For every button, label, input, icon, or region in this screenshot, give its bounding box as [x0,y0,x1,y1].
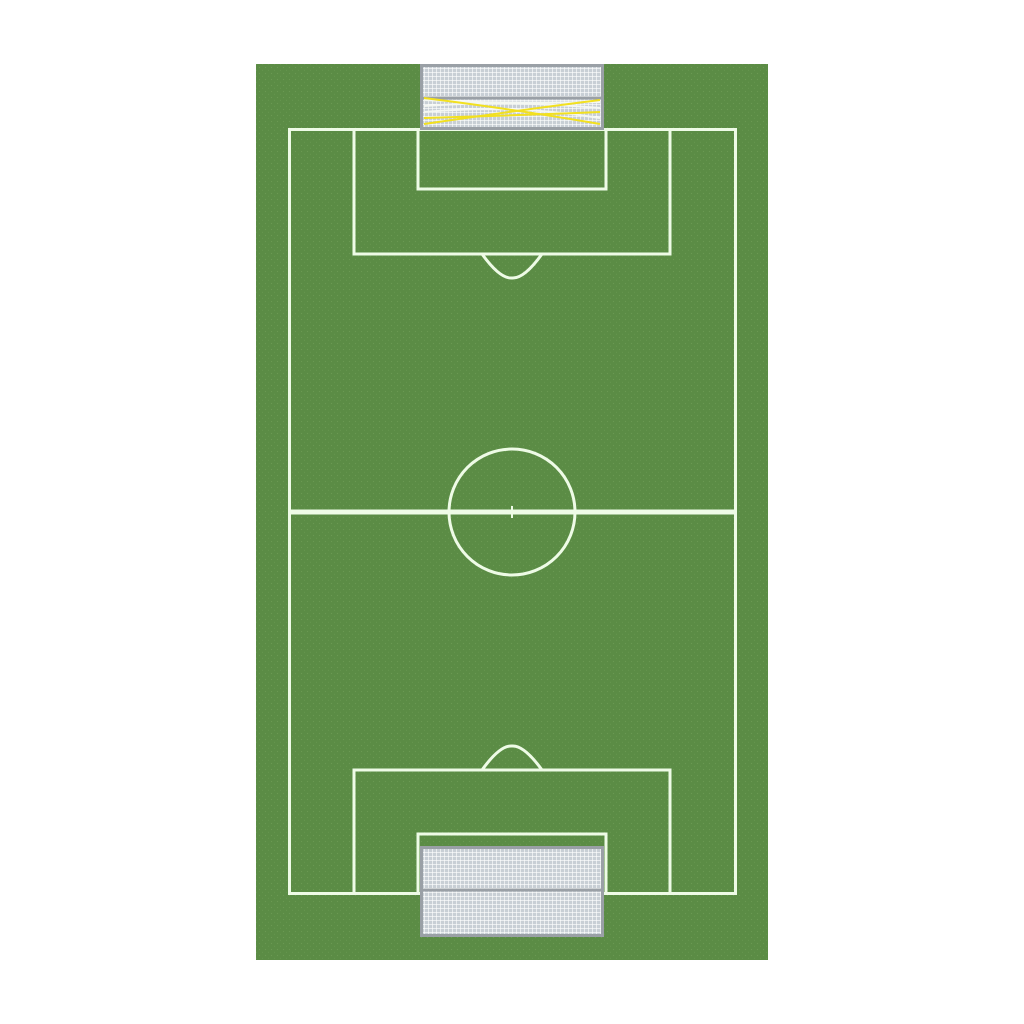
shot-trail-icon [423,97,601,125]
bottom-goal-box [416,832,608,893]
top-penalty-box [352,130,672,256]
bottom-goal [420,846,604,937]
pitch-markings [288,128,737,895]
top-goal-box [416,130,608,191]
center-circle [447,447,577,577]
bottom-penalty-box [352,768,672,893]
top-goal [420,64,604,130]
bottom-goal-frame [420,846,604,937]
top-goal-frame [420,64,604,130]
bottom-penalty-arc [480,744,544,771]
top-penalty-arc [480,253,544,280]
